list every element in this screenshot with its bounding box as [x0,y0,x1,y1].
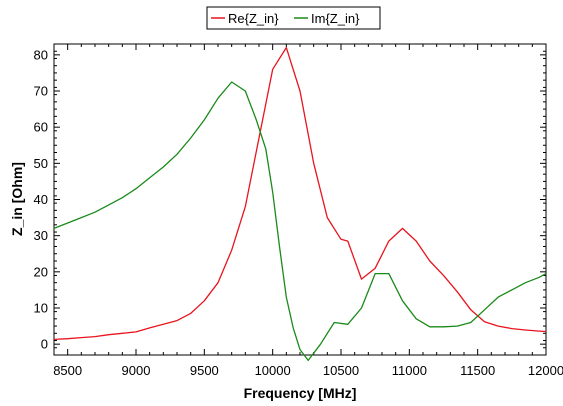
x-tick-label: 8500 [53,363,82,378]
x-tick-label: 9000 [122,363,151,378]
re-z-in-line [53,46,547,341]
y-tick-label: 50 [34,156,48,171]
x-tick-label: 12000 [528,363,563,378]
y-tick-label: 20 [34,264,48,279]
x-tick-label: 10500 [323,363,359,378]
x-tick-label: 10000 [255,363,291,378]
legend-box [206,6,381,30]
tick-labels: 0 10 20 30 40 50 60 70 80 8500 9000 9500 10000 10500 1… [34,47,563,378]
y-tick-label: 70 [34,84,48,99]
y-axis-title: Z_in [Ohm] [9,162,25,236]
legend-label-re: Re{Z_in} [228,11,279,26]
x-tick-label: 11500 [460,363,495,378]
x-axis-title: Frequency [MHz] [244,385,357,401]
y-tick-label: 60 [34,120,48,135]
legend-label-im: Im{Z_in} [311,11,360,26]
x-tick-label: 9500 [190,363,219,378]
series-lines [53,46,547,362]
y-tick-label: 40 [34,192,48,207]
im-z-in-line [53,81,547,362]
x-tick-label: 11000 [392,363,427,378]
legend: Re{Z_in} Im{Z_in} [206,6,381,30]
tick-marks [53,43,547,356]
y-tick-label: 30 [34,228,48,243]
y-tick-label: 0 [41,337,48,352]
y-tick-label: 80 [34,47,48,62]
plot-frame [53,43,547,356]
y-tick-label: 10 [34,300,48,315]
